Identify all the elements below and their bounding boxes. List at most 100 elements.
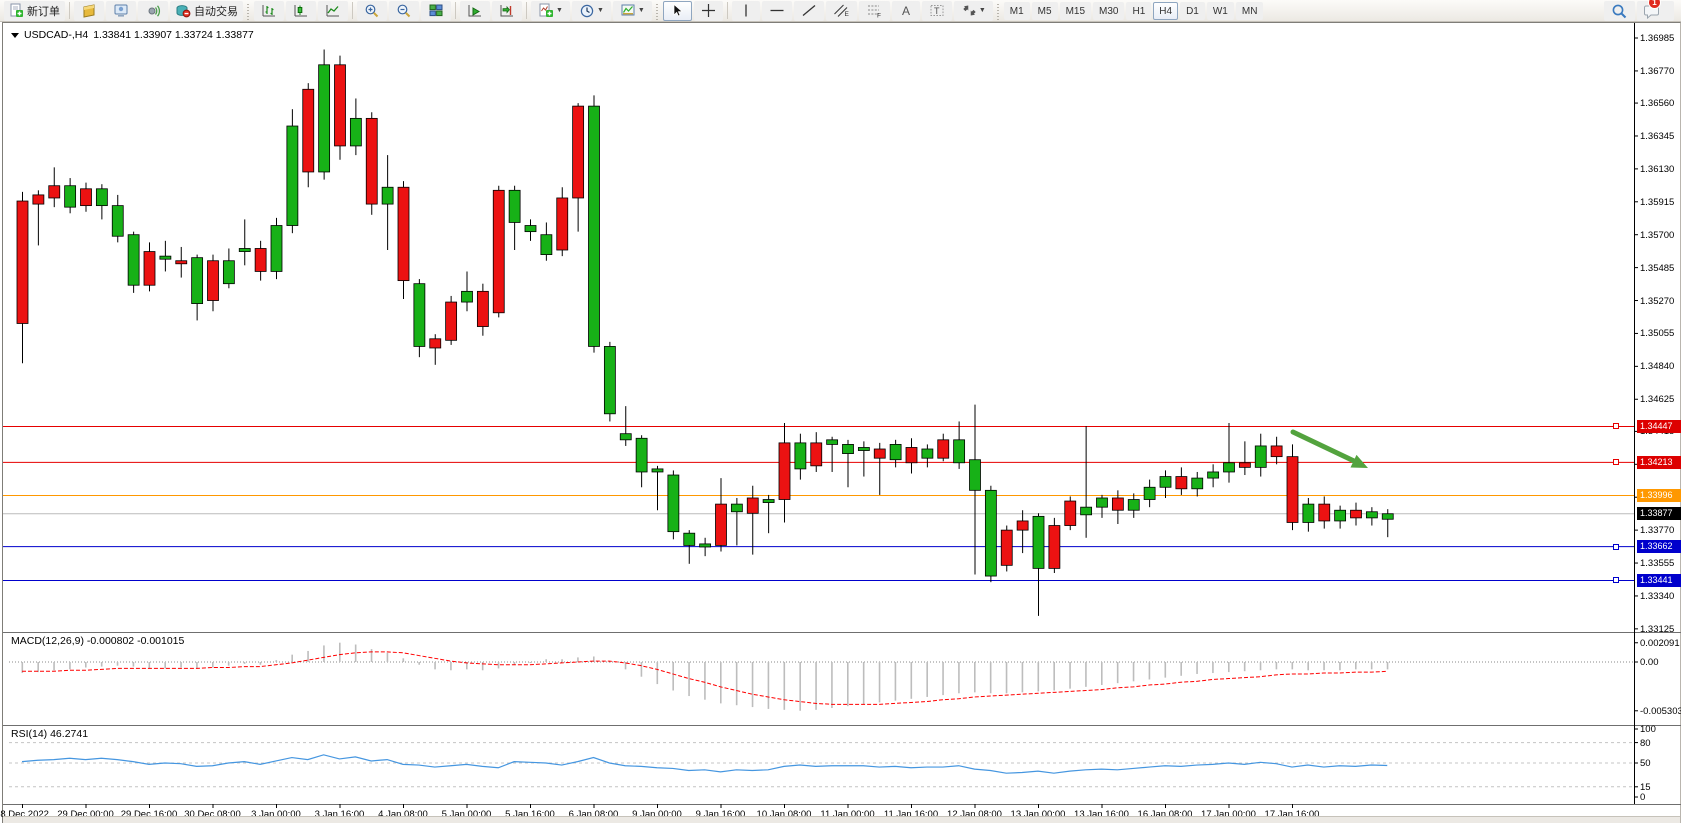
autotrading-label: 自动交易 — [194, 5, 238, 18]
svg-text:A: A — [902, 4, 910, 18]
chart-shift-icon — [500, 5, 513, 17]
fibonacci-icon: F — [867, 5, 881, 18]
auto-scroll-icon — [468, 5, 481, 17]
vertical-line-tool-button[interactable] — [731, 0, 760, 21]
tile-windows-icon — [429, 4, 443, 17]
fibonacci-tool-button[interactable]: F — [858, 0, 890, 21]
text-tool-button[interactable]: A — [891, 0, 920, 21]
line-chart-button[interactable] — [318, 0, 348, 21]
time-axis-label: 17 Jan 16:00 — [1264, 809, 1320, 820]
templates-icon — [621, 4, 635, 16]
price-tag-1.33662: 1.33662 — [1637, 540, 1681, 554]
tile-windows-button[interactable] — [421, 0, 451, 21]
horizontal-line-tool-button[interactable] — [761, 0, 792, 21]
profiles-button[interactable] — [74, 0, 104, 21]
rsi-axis-label: 0 — [1640, 792, 1646, 803]
auto-scroll-button[interactable] — [460, 0, 490, 21]
chart-window[interactable]: USDCAD-,H4 1.33841 1.33907 1.33724 1.338… — [0, 22, 1681, 823]
crosshair-tool-button[interactable] — [693, 0, 723, 21]
chart-canvas[interactable] — [3, 23, 1681, 822]
rsi-axis-label: 15 — [1640, 781, 1651, 793]
rsi-indicator-label: RSI(14) 46.2741 — [11, 728, 89, 740]
timeframe-button-w1[interactable]: W1 — [1206, 2, 1234, 21]
price-axis-label: 1.34840 — [1640, 361, 1675, 373]
text-label-icon: T — [930, 5, 944, 16]
text-icon: A — [902, 4, 910, 18]
time-axis-label: 4 Jan 08:00 — [378, 809, 428, 820]
chart-title: USDCAD-,H4 1.33841 1.33907 1.33724 1.338… — [11, 29, 254, 41]
hline-handle[interactable] — [1613, 459, 1619, 466]
sounds-button[interactable] — [138, 0, 168, 21]
timeframe-button-m15[interactable]: M15 — [1059, 2, 1092, 21]
price-axis-label: 1.36985 — [1640, 33, 1675, 44]
timeframe-button-m30[interactable]: M30 — [1093, 2, 1125, 21]
text-label-tool-button[interactable]: T — [921, 0, 952, 21]
chart-shift-button[interactable] — [492, 0, 522, 21]
line-chart-icon — [326, 5, 339, 17]
time-axis-label: 11 Jan 16:00 — [883, 809, 939, 820]
timeframe-button-mn[interactable]: MN — [1235, 2, 1264, 21]
vertical-line-icon — [745, 4, 747, 17]
macd-indicator-label: MACD(12,26,9) -0.000802 -0.001015 — [11, 635, 185, 647]
bar-chart-button[interactable] — [254, 0, 284, 21]
chart-title-dropdown-icon[interactable] — [11, 32, 19, 38]
search-button[interactable] — [1604, 1, 1635, 21]
price-axis-label: 1.36560 — [1640, 98, 1675, 110]
price-tag-1.33996: 1.33996 — [1637, 489, 1681, 503]
hline-handle[interactable] — [1613, 543, 1619, 550]
notifications-button[interactable]: 1 — [1637, 0, 1674, 21]
candles — [16, 49, 1394, 616]
terminal-icon — [114, 4, 128, 17]
toolbar: 新订单 — [0, 0, 1681, 22]
time-axis-label: 17 Jan 00:00 — [1201, 809, 1256, 820]
hline-handle[interactable] — [1613, 423, 1619, 430]
timeframe-button-m5[interactable]: M5 — [1031, 2, 1058, 21]
chart-title-symbol: USDCAD-,H4 — [24, 29, 89, 41]
time-axis-label: 11 Jan 00:00 — [820, 809, 875, 820]
macd-axis-label: 0.00 — [1640, 656, 1659, 668]
timeframe-button-h4[interactable]: H4 — [1153, 2, 1179, 21]
new-order-button[interactable]: 新订单 — [4, 0, 65, 21]
hline-handle[interactable] — [1613, 577, 1619, 584]
profiles-icon — [83, 3, 95, 18]
price-axis-label: 1.34625 — [1640, 394, 1675, 406]
terminal-button[interactable] — [106, 0, 136, 21]
time-axis-label: 6 Jan 08:00 — [568, 809, 619, 820]
timeframe-button-h1[interactable]: H1 — [1126, 2, 1152, 21]
autotrading-button[interactable]: 自动交易 — [170, 0, 243, 21]
macd-histogram — [21, 642, 1389, 711]
rsi-axis-label: 80 — [1640, 737, 1651, 749]
arrows-tool-button[interactable]: ▼ — [953, 0, 993, 21]
macd-signal-line — [22, 651, 1388, 705]
arrow-annotation[interactable] — [1290, 429, 1368, 468]
timeframe-button-m1[interactable]: M1 — [1003, 2, 1030, 21]
timeframe-button-d1[interactable]: D1 — [1180, 2, 1205, 21]
svg-text:T: T — [934, 6, 940, 16]
svg-text:E: E — [844, 11, 849, 18]
new-order-label: 新订单 — [27, 5, 60, 18]
time-axis-label: 13 Jan 00:00 — [1010, 809, 1066, 820]
indicators-button[interactable]: ▼ — [531, 0, 570, 21]
price-axis-label: 1.33125 — [1640, 623, 1675, 635]
time-axis-label: 29 Dec 16:00 — [120, 809, 178, 820]
periods-button[interactable]: ▼ — [571, 0, 611, 21]
notification-badge: 1 — [1648, 0, 1661, 9]
new-order-icon — [10, 3, 23, 17]
zoom-out-button[interactable] — [389, 0, 419, 21]
time-axis-label: 29 Dec 00:00 — [57, 809, 114, 820]
time-axis-label: 5 Jan 00:00 — [441, 809, 492, 820]
equidistant-channel-tool-button[interactable]: E — [825, 0, 857, 21]
rsi-axis-label: 100 — [1640, 723, 1656, 735]
price-axis-label: 1.35915 — [1640, 196, 1675, 208]
price-axis-label: 1.36770 — [1640, 65, 1675, 77]
cursor-tool-button[interactable] — [662, 0, 692, 21]
trendline-tool-button[interactable] — [793, 0, 824, 21]
templates-button[interactable]: ▼ — [612, 0, 652, 21]
search-icon — [1612, 4, 1627, 18]
price-tag-1.33441: 1.33441 — [1637, 573, 1681, 587]
time-axis-label: 12 Jan 08:00 — [947, 809, 1002, 820]
zoom-in-button[interactable] — [357, 0, 387, 21]
candlestick-chart-button[interactable] — [286, 0, 316, 21]
cursor-icon — [673, 3, 683, 17]
